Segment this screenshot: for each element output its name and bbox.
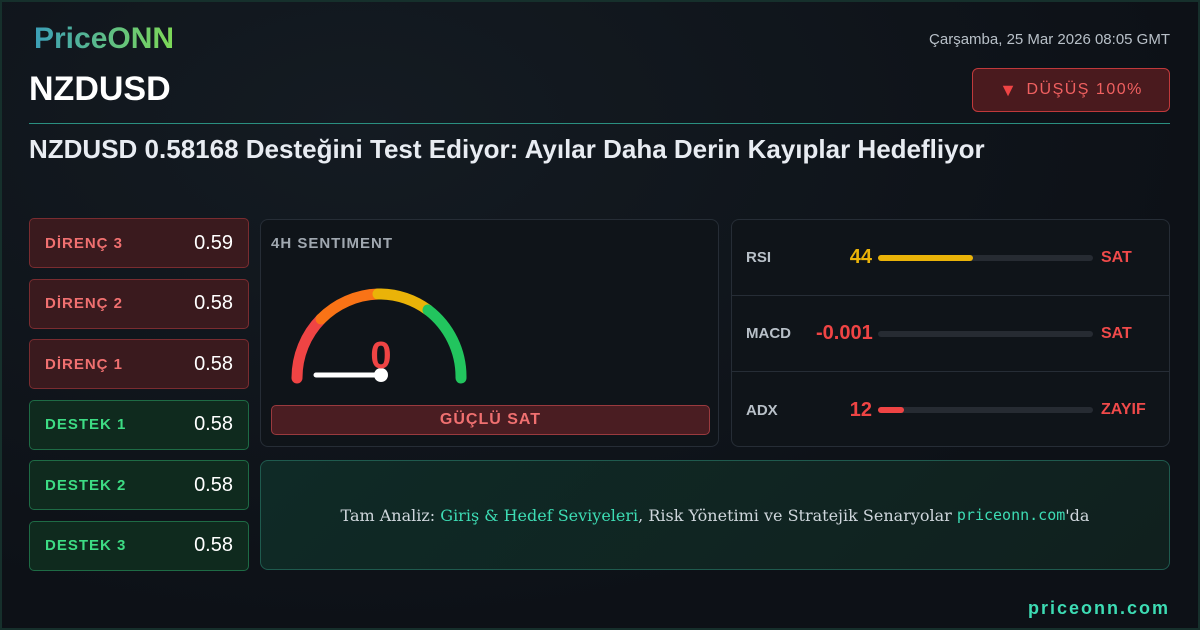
gauge-arc-green [422,304,467,384]
cta-middle: , Risk Yönetimi ve Stratejik Senaryolar [638,505,957,525]
gauge-value: 0 [370,335,391,377]
cta-suffix: 'da [1065,505,1090,525]
symbol-title: NZDUSD [29,70,171,108]
indicator-name: MACD [746,325,791,342]
level-value: 0.58 [194,413,233,435]
level-support-3: DESTEK 1 0.58 [29,399,249,450]
indicator-bar-fill [878,407,904,413]
level-value: 0.58 [194,534,233,556]
level-resistance-0: DİRENÇ 3 0.59 [29,218,249,268]
level-label: DİRENÇ 2 [45,295,124,312]
level-resistance-2: DİRENÇ 1 0.58 [29,339,249,389]
gauge-arc-orange [315,288,384,325]
indicator-signal: SAT [1101,248,1132,266]
trend-badge-label: DÜŞÜŞ 100% [1026,81,1143,98]
sentiment-panel: 4H SENTIMENT 0 GÜÇLÜ SAT [260,219,719,447]
divider [29,123,1170,124]
level-support-4: DESTEK 2 0.58 [29,460,249,510]
level-label: DİRENÇ 3 [45,234,124,252]
level-label: DESTEK 1 [45,416,127,433]
level-label: DESTEK 3 [45,537,127,554]
gauge-pivot [374,368,388,382]
cta-prefix: Tam Analiz: [340,505,441,525]
indicator-macd: MACD -0.001 SAT [732,296,1169,372]
indicator-value: 12 [849,398,872,421]
indicator-signal: ZAYIF [1101,401,1146,418]
gauge-arc-red [291,313,327,384]
level-label: DESTEK 2 [45,476,127,494]
level-label: DİRENÇ 1 [45,355,124,373]
logo: PriceONN [34,22,175,55]
level-value: 0.58 [194,352,233,375]
level-value: 0.58 [194,292,233,314]
indicator-signal: SAT [1101,324,1132,342]
triangle-down-icon: ▼ [999,79,1019,100]
indicator-value: -0.001 [816,322,873,344]
level-value: 0.58 [194,473,233,496]
indicator-name: RSI [746,249,772,266]
indicator-bar [878,407,1093,413]
headline: NZDUSD 0.58168 Desteğini Test Ediyor: Ay… [29,134,985,164]
indicator-adx: ADX 12 ZAYIF [732,372,1169,448]
date-time: Çarşamba, 25 Mar 2026 08:05 GMT [929,31,1170,48]
trend-badge: ▼ DÜŞÜŞ 100% [972,68,1170,112]
cta-highlight: Giriş & Hedef Seviyeleri [440,505,639,525]
indicator-rsi: RSI 44 SAT [732,220,1169,296]
level-resistance-1: DİRENÇ 2 0.58 [29,278,249,329]
sentiment-label: GÜÇLÜ SAT [271,405,710,435]
gauge-arc-yellow [372,288,434,316]
sentiment-title: 4H SENTIMENT [271,235,394,252]
footer-site[interactable]: priceonn.com [1027,598,1170,618]
indicator-value: 44 [849,246,872,268]
level-value: 0.59 [194,231,233,254]
indicator-bar [878,254,1093,261]
sentiment-gauge: 0 [291,288,467,384]
indicators-panel: RSI 44 SAT MACD -0.001 SAT ADX 12 ZAYIF [731,219,1170,447]
cta-site-link[interactable]: priceonn.com [956,506,1066,524]
full-analysis-banner[interactable]: Tam Analiz: Giriş & Hedef Seviyeleri , R… [260,460,1170,570]
indicator-bar-fill [878,254,973,261]
indicator-bar [878,330,1093,337]
indicator-name: ADX [746,401,778,419]
level-support-5: DESTEK 3 0.58 [29,520,249,571]
